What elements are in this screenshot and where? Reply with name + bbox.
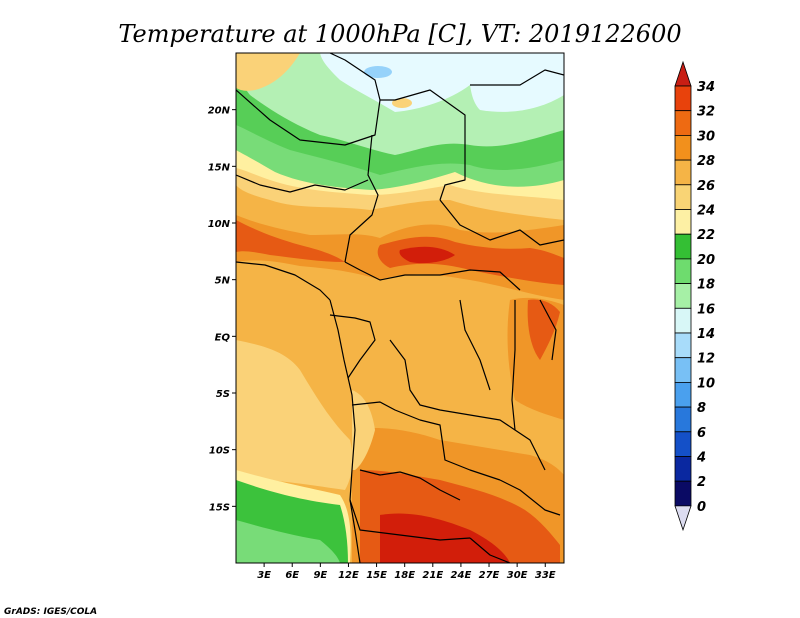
colorbar-swatch bbox=[674, 456, 692, 482]
colorbar-label: 34 bbox=[697, 80, 715, 95]
lat-tick-label: 15S bbox=[209, 502, 230, 513]
country-borders bbox=[236, 53, 564, 563]
colorbar-swatch bbox=[674, 431, 692, 457]
colorbar-label: 16 bbox=[697, 302, 715, 317]
credit-label: GrADS: IGES/COLA bbox=[4, 607, 97, 617]
lon-tick-label: 18E bbox=[394, 570, 415, 581]
colorbar-label: 4 bbox=[696, 451, 706, 466]
lon-tick-label: 24E bbox=[451, 570, 472, 581]
field-warm-spot-north bbox=[392, 98, 412, 108]
lon-tick-label: 33E bbox=[535, 570, 556, 581]
colorbar-label: 28 bbox=[697, 154, 715, 169]
figure-title: Temperature at 1000hPa [C], VT: 20191226… bbox=[118, 20, 681, 48]
colorbar-label: 18 bbox=[697, 278, 715, 293]
field-band-24-26-northwest bbox=[236, 53, 300, 91]
colorbar-label: 24 bbox=[697, 204, 715, 219]
field-coastal-26 bbox=[352, 390, 375, 470]
colorbar-swatch bbox=[674, 209, 692, 235]
colorbar-swatch bbox=[674, 159, 692, 186]
colorbar-swatch bbox=[674, 184, 692, 210]
colorbar-swatch bbox=[674, 307, 692, 334]
lat-tick-label: 5S bbox=[216, 389, 230, 400]
colorbar-swatch bbox=[674, 283, 692, 309]
lat-tick-label: 5N bbox=[215, 276, 231, 287]
colorbar-label: 8 bbox=[697, 401, 706, 416]
colorbar-label: 12 bbox=[697, 352, 715, 367]
field-band-12-14-spot bbox=[364, 66, 392, 78]
lon-tick-label: 27E bbox=[479, 570, 500, 581]
colorbar-label: 30 bbox=[697, 129, 715, 144]
colorbar-label: 0 bbox=[697, 500, 706, 515]
colorbar-swatch bbox=[674, 357, 692, 383]
temperature-field bbox=[236, 53, 564, 563]
lat-tick-label: 15N bbox=[208, 162, 231, 173]
colorbar-label: 32 bbox=[697, 105, 715, 120]
lon-tick-label: 30E bbox=[507, 570, 528, 581]
field-band-30-32-west bbox=[236, 220, 345, 262]
colorbar-label: 2 bbox=[697, 475, 706, 490]
lon-tick-label: 21E bbox=[422, 570, 443, 581]
lat-tick-label: 20N bbox=[208, 106, 231, 117]
colorbar-label: 26 bbox=[697, 179, 715, 194]
field-band-14-16-northeast bbox=[469, 53, 564, 112]
colorbar-swatch bbox=[674, 480, 692, 507]
lon-tick-label: 6E bbox=[285, 570, 299, 581]
colorbar-label: 22 bbox=[697, 228, 715, 243]
lat-tick-label: 10N bbox=[208, 219, 231, 230]
field-ocean-south-26 bbox=[236, 340, 353, 490]
field-band-32-34-center bbox=[399, 246, 455, 264]
lon-tick-label: 15E bbox=[366, 570, 387, 581]
lon-tick-label: 3E bbox=[257, 570, 271, 581]
colorbar-swatch bbox=[674, 85, 692, 112]
colorbar-label: 6 bbox=[697, 426, 706, 441]
map-frame bbox=[235, 52, 565, 564]
colorbar-swatch bbox=[674, 332, 692, 359]
colorbar-label: 14 bbox=[697, 327, 715, 342]
lat-tick-label: 10S bbox=[209, 446, 230, 457]
field-south-32-34 bbox=[380, 513, 510, 563]
field-ocean-south-18 bbox=[236, 520, 340, 563]
colorbar-swatch bbox=[674, 381, 692, 408]
colorbar-swatch bbox=[674, 134, 692, 161]
colorbar-label: 20 bbox=[697, 253, 715, 268]
colorbar-swatch bbox=[674, 258, 692, 284]
colorbar-label: 10 bbox=[697, 376, 715, 391]
colorbar-swatch bbox=[674, 406, 692, 433]
longitude-axis: 3E 6E 9E 12E 15E 18E 21E 24E 27E 30E 33E bbox=[257, 563, 556, 581]
field-east-30-32 bbox=[527, 299, 560, 360]
lon-tick-label: 9E bbox=[313, 570, 327, 581]
colorbar-top-arrow bbox=[674, 60, 692, 87]
lon-tick-label: 12E bbox=[338, 570, 359, 581]
colorbar-swatch bbox=[674, 233, 692, 260]
colorbar-swatch bbox=[674, 110, 692, 136]
latitude-axis: 20N 15N 10N 5N EQ 5S 10S 15S bbox=[208, 106, 236, 513]
colorbar-bottom-arrow bbox=[674, 505, 692, 532]
lat-tick-label: EQ bbox=[215, 332, 231, 343]
